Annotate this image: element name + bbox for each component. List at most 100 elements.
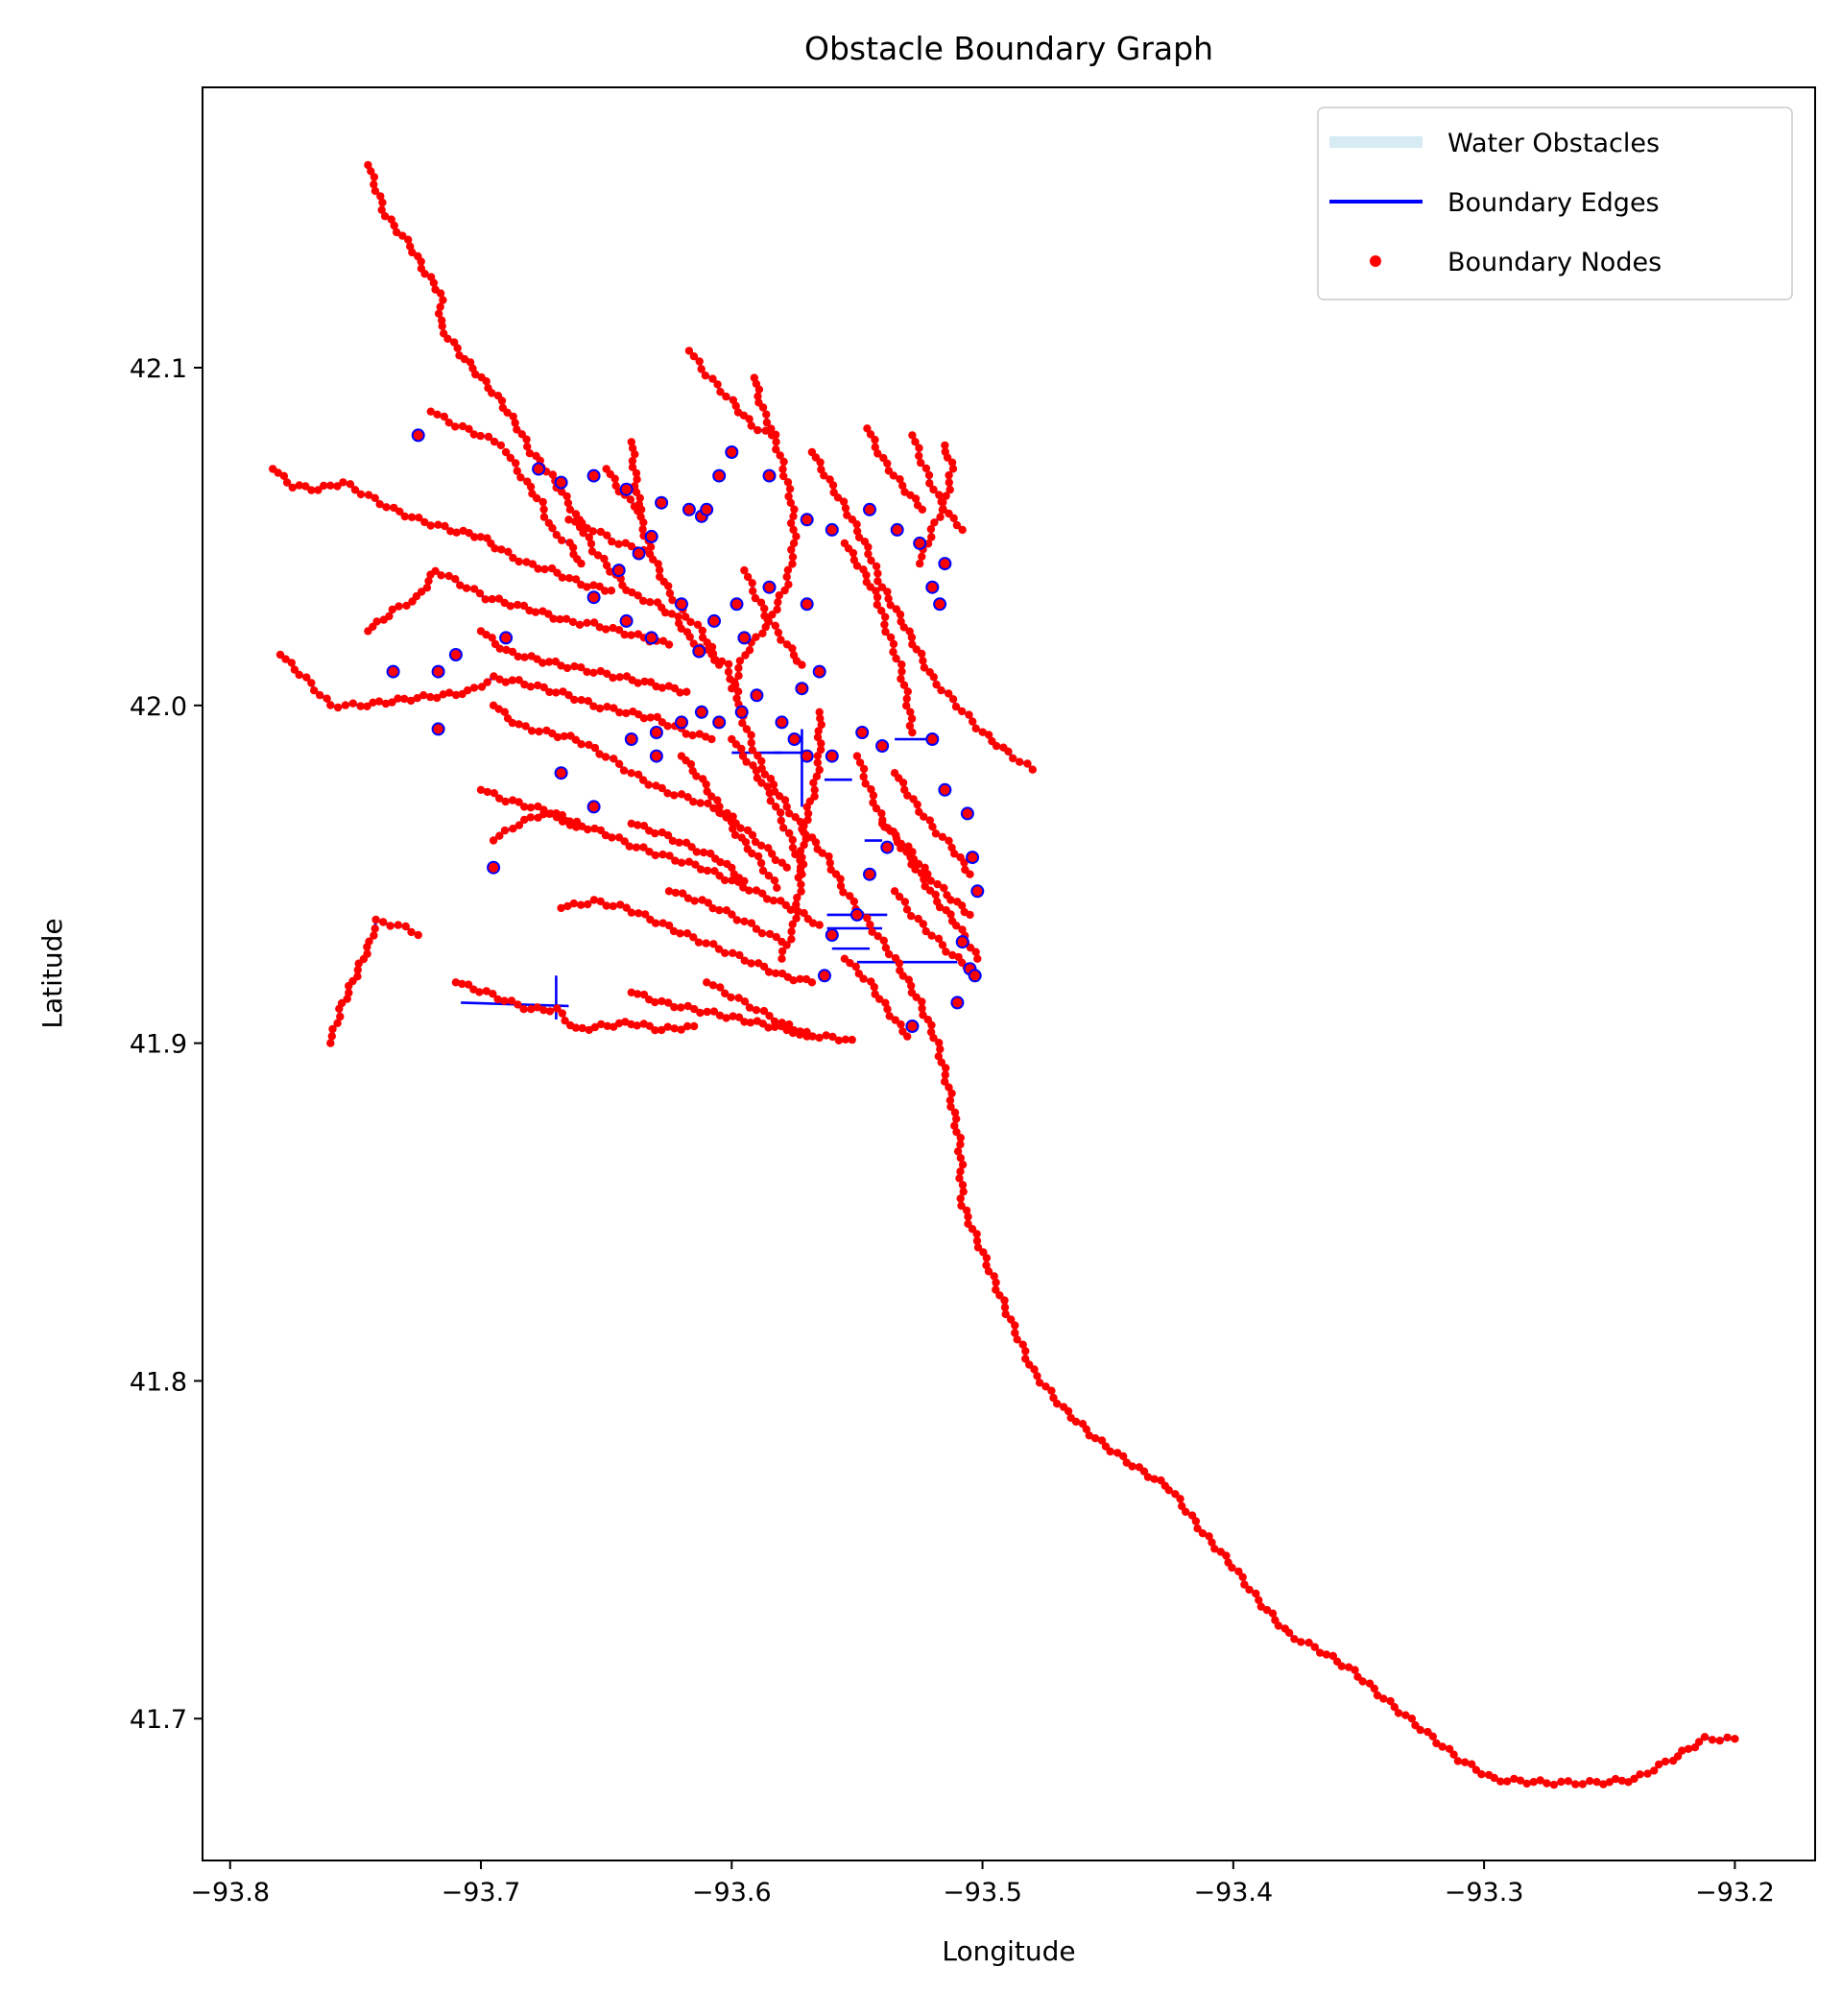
boundary-node — [307, 486, 316, 494]
boundary-node — [757, 841, 766, 850]
boundary-node — [772, 932, 780, 942]
boundary-node — [381, 699, 391, 708]
boundary-node — [777, 937, 786, 947]
boundary-node — [758, 403, 768, 412]
boundary-node — [444, 419, 453, 427]
boundary-node — [937, 685, 945, 695]
boundary-node — [936, 513, 945, 521]
y-tick-label: 42.0 — [130, 692, 187, 722]
boundary-node — [489, 990, 497, 998]
boundary-node — [388, 698, 396, 707]
boundary-node — [1344, 1663, 1353, 1671]
isolated-obstacle-node — [849, 907, 864, 922]
boundary-node — [920, 663, 929, 672]
boundary-node — [646, 678, 656, 686]
boundary-node — [595, 582, 604, 591]
boundary-node — [802, 1032, 811, 1041]
boundary-node — [708, 981, 718, 990]
boundary-node — [777, 1019, 786, 1027]
boundary-node — [709, 1007, 719, 1016]
boundary-node — [889, 647, 897, 657]
boundary-node — [846, 892, 854, 900]
boundary-node — [707, 792, 716, 801]
isolated-obstacle-node — [554, 766, 568, 780]
boundary-node — [937, 1058, 945, 1067]
boundary-node — [925, 479, 934, 488]
boundary-node — [571, 517, 580, 526]
boundary-node — [689, 352, 699, 361]
boundary-node — [378, 198, 387, 207]
isolated-obstacle-node — [762, 580, 777, 594]
chart-title: Obstacle Boundary Graph — [804, 30, 1213, 67]
isolated-obstacle-node — [890, 522, 904, 537]
boundary-node — [627, 438, 635, 446]
boundary-node — [873, 600, 881, 610]
boundary-node — [466, 358, 475, 367]
boundary-node — [775, 591, 783, 600]
boundary-node — [757, 779, 766, 787]
boundary-node — [956, 1140, 965, 1149]
boundary-node — [794, 907, 802, 916]
boundary-node — [497, 396, 507, 405]
boundary-node — [646, 598, 655, 607]
boundary-node — [1097, 1436, 1107, 1445]
boundary-node — [743, 572, 753, 582]
boundary-node — [802, 803, 811, 811]
boundary-node — [732, 916, 741, 924]
boundary-node — [861, 780, 870, 788]
boundary-node — [671, 888, 681, 898]
boundary-node — [695, 730, 704, 738]
boundary-node — [549, 614, 558, 623]
x-tick-label: −93.4 — [1193, 1878, 1273, 1908]
boundary-node — [1529, 1778, 1538, 1787]
boundary-node — [620, 837, 629, 846]
boundary-node — [828, 1032, 837, 1042]
boundary-node — [438, 322, 446, 330]
boundary-node — [933, 879, 942, 889]
boundary-node — [740, 997, 750, 1006]
isolated-obstacle-node — [448, 648, 463, 661]
isolated-obstacle-node — [611, 564, 626, 578]
isolated-obstacle-node — [955, 935, 969, 949]
boundary-node — [395, 507, 404, 516]
boundary-node — [440, 412, 448, 421]
boundary-node — [1571, 1780, 1580, 1788]
boundary-node — [584, 825, 592, 834]
boundary-node — [881, 612, 890, 621]
boundary-node — [925, 816, 934, 825]
boundary-node — [614, 540, 623, 548]
boundary-node — [564, 690, 573, 700]
isolated-obstacle-node — [960, 806, 974, 821]
boundary-node — [728, 863, 736, 873]
boundary-node — [956, 1154, 965, 1163]
isolated-obstacle-node — [775, 715, 789, 730]
isolated-obstacle-node — [863, 502, 876, 516]
boundary-node — [965, 710, 973, 719]
boundary-node — [927, 533, 936, 541]
boundary-node — [509, 553, 517, 563]
boundary-node — [814, 727, 823, 735]
boundary-node — [615, 673, 624, 682]
boundary-node — [872, 562, 881, 571]
isolated-obstacle-node — [933, 597, 947, 612]
boundary-node — [670, 1002, 679, 1012]
boundary-node — [545, 687, 554, 697]
boundary-node — [625, 842, 634, 851]
boundary-node — [902, 905, 912, 914]
boundary-node — [960, 858, 969, 867]
boundary-node — [470, 533, 479, 541]
boundary-node — [884, 949, 894, 959]
boundary-node — [544, 610, 553, 618]
boundary-node — [686, 759, 696, 769]
boundary-node — [731, 401, 740, 411]
boundary-node — [911, 438, 920, 446]
boundary-node — [476, 785, 486, 794]
boundary-node — [790, 505, 799, 514]
boundary-node — [1599, 1780, 1608, 1788]
boundary-node — [774, 628, 783, 637]
boundary-node — [1643, 1769, 1652, 1778]
boundary-node — [897, 839, 905, 849]
boundary-node — [641, 910, 650, 919]
boundary-node — [931, 829, 941, 838]
boundary-node — [942, 948, 950, 956]
